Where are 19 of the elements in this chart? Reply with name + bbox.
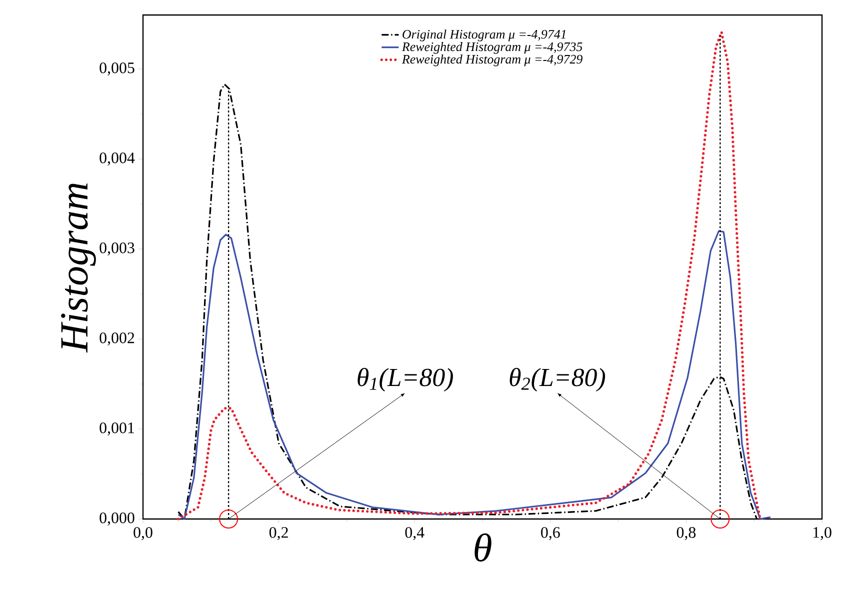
annotation: θ$_{2}$(L=80)	[510, 368, 606, 392]
x-tick-label: 1,0	[813, 527, 832, 540]
y-tick-label: 0,005	[100, 62, 134, 76]
legend-label: Reweighted Histogram μ =-4,9729	[402, 54, 582, 66]
y-axis-title: Histogram	[61, 183, 96, 353]
y-tick-label: 0,000	[100, 512, 134, 526]
annotation: θ$_{1}$(L=80)	[358, 368, 453, 392]
x-tick-label: 0,6	[541, 527, 560, 540]
y-tick-label: 0,001	[100, 422, 134, 436]
legend-label: Original Histogram μ =-4,9741	[402, 30, 566, 42]
x-tick-label: 0,0	[134, 527, 152, 540]
x-axis-title: θ	[474, 533, 492, 562]
x-tick-label: 0,4	[405, 527, 424, 540]
y-tick-label: 0,002	[100, 332, 134, 346]
y-tick-label: 0,004	[100, 152, 135, 166]
legend-label: Reweighted Histogram μ =-4,9735	[402, 42, 582, 54]
x-tick-label: 0,8	[676, 527, 696, 540]
y-tick-label: 0,003	[100, 242, 134, 256]
x-tick-label: 0,2	[269, 527, 288, 540]
